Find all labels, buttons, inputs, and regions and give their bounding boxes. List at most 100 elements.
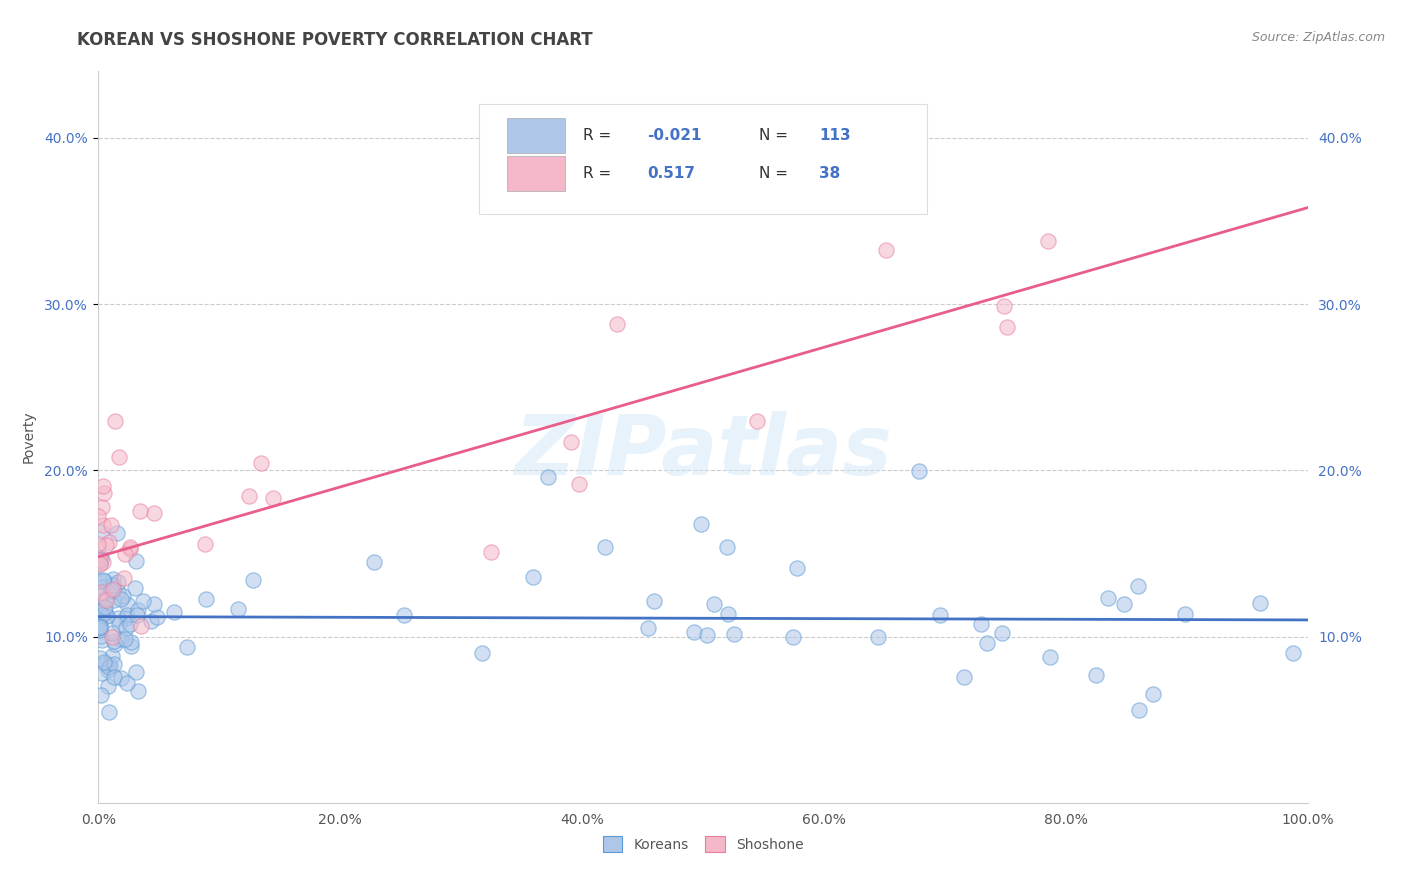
Point xyxy=(89,552,111,566)
Point xyxy=(115,675,138,690)
Point xyxy=(723,627,745,641)
Point xyxy=(97,679,120,693)
Point xyxy=(242,573,264,587)
Point xyxy=(90,525,112,540)
Text: -0.021: -0.021 xyxy=(647,128,702,144)
Text: R =: R = xyxy=(583,128,616,144)
Point xyxy=(110,671,132,685)
Text: KOREAN VS SHOSHONE POVERTY CORRELATION CHART: KOREAN VS SHOSHONE POVERTY CORRELATION C… xyxy=(77,31,593,49)
Point xyxy=(89,553,111,567)
Point xyxy=(747,414,769,428)
Point xyxy=(120,635,142,649)
Point xyxy=(90,553,112,567)
Point xyxy=(115,610,138,624)
Point xyxy=(100,658,122,673)
Point xyxy=(87,621,110,635)
Point xyxy=(97,663,120,677)
Point xyxy=(93,574,115,588)
Point xyxy=(143,506,166,520)
Point xyxy=(117,607,139,622)
Point xyxy=(107,575,129,590)
Point xyxy=(91,573,114,587)
Point xyxy=(87,509,110,524)
Point xyxy=(195,591,218,606)
Point xyxy=(394,607,416,622)
Point xyxy=(89,558,111,572)
Text: N =: N = xyxy=(759,128,793,144)
Point xyxy=(89,574,111,588)
Point xyxy=(104,637,127,651)
Point xyxy=(120,639,142,653)
Point xyxy=(127,684,149,698)
Point xyxy=(107,585,129,599)
Point xyxy=(703,597,725,611)
Text: ZIPatlas: ZIPatlas xyxy=(515,411,891,492)
Bar xyxy=(508,156,565,191)
Point xyxy=(101,630,124,644)
Text: 113: 113 xyxy=(820,128,851,144)
Point xyxy=(568,477,591,491)
Point xyxy=(118,540,141,554)
Point xyxy=(94,605,117,619)
Point xyxy=(112,570,135,584)
Text: N =: N = xyxy=(759,166,793,181)
Point xyxy=(87,619,110,633)
Point xyxy=(114,621,136,635)
Point xyxy=(89,605,111,619)
Point xyxy=(1085,667,1108,681)
Point xyxy=(93,555,115,569)
Point xyxy=(94,538,117,552)
Point xyxy=(118,542,141,557)
Point xyxy=(101,582,124,597)
Point xyxy=(249,456,271,470)
Point xyxy=(91,518,114,533)
Point xyxy=(100,583,122,598)
Point xyxy=(560,435,582,450)
Point xyxy=(90,666,112,681)
Point xyxy=(89,556,111,570)
Point xyxy=(1039,649,1062,664)
Point xyxy=(479,545,502,559)
Point xyxy=(716,540,738,554)
Point xyxy=(991,626,1014,640)
Point xyxy=(929,607,952,622)
Point xyxy=(953,670,976,684)
Point xyxy=(89,619,111,633)
Point xyxy=(94,592,117,607)
Point xyxy=(226,602,249,616)
Text: Source: ZipAtlas.com: Source: ZipAtlas.com xyxy=(1251,31,1385,45)
Point xyxy=(363,555,385,569)
Point xyxy=(238,490,260,504)
Point xyxy=(1128,703,1150,717)
Point xyxy=(90,629,112,643)
Point xyxy=(689,516,711,531)
Point xyxy=(98,660,121,674)
Point xyxy=(91,632,114,647)
Point xyxy=(1128,579,1150,593)
Point xyxy=(114,632,136,646)
Point xyxy=(471,646,494,660)
Point xyxy=(125,665,148,680)
Point xyxy=(98,535,121,549)
Point xyxy=(194,537,217,551)
Text: R =: R = xyxy=(583,166,616,181)
Point xyxy=(112,589,135,603)
Point xyxy=(96,608,118,623)
Point xyxy=(108,450,131,464)
Point xyxy=(89,618,111,632)
Point xyxy=(91,580,114,594)
Y-axis label: Poverty: Poverty xyxy=(22,411,35,463)
Point xyxy=(124,581,146,595)
Point xyxy=(146,610,169,624)
Text: 0.517: 0.517 xyxy=(647,166,696,181)
Point xyxy=(96,608,118,623)
Point xyxy=(103,593,125,607)
Point xyxy=(976,636,998,650)
Point xyxy=(87,537,110,551)
Point xyxy=(875,243,897,257)
Point xyxy=(93,657,115,672)
Point xyxy=(717,607,740,621)
Point xyxy=(1249,596,1271,610)
Point xyxy=(89,612,111,626)
Point xyxy=(1036,235,1059,249)
